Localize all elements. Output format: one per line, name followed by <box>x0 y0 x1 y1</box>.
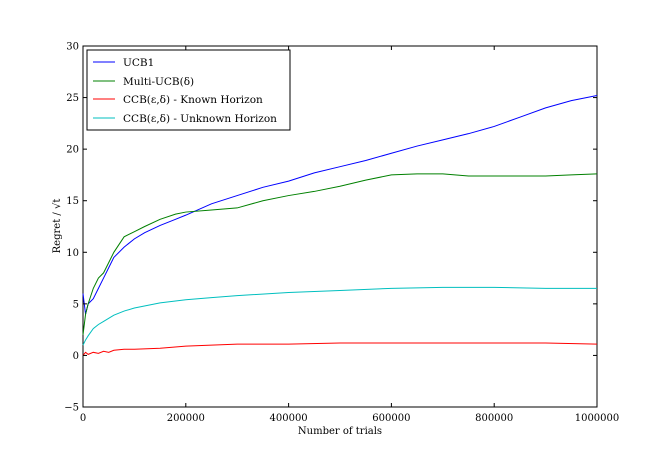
legend-box <box>86 49 291 131</box>
y-tick-label: 0 <box>73 351 79 362</box>
x-axis-title: Number of trials <box>298 426 382 437</box>
x-tick-label: 1000000 <box>575 413 620 424</box>
y-tick-label: 10 <box>66 248 79 259</box>
legend-label-multi-ucb: Multi-UCB(δ) <box>123 76 194 88</box>
x-tick-label: 200000 <box>167 413 205 424</box>
y-axis-title: Regret / √t <box>52 199 63 254</box>
y-tick-label: 25 <box>66 93 79 104</box>
series-line-3 <box>82 286 597 346</box>
series-line-1 <box>82 173 598 335</box>
x-tick-label: 600000 <box>372 413 410 424</box>
series-line-0 <box>82 95 598 315</box>
series-line-2 <box>82 342 598 356</box>
legend-label-ucb1: UCB1 <box>123 57 154 69</box>
y-tick-label: 30 <box>66 42 79 53</box>
legend: UCB1 Multi-UCB(δ) CCB(ε,δ) - Known Horiz… <box>86 49 291 131</box>
series-lines <box>82 95 598 356</box>
legend-label-ccb-known: CCB(ε,δ) - Known Horizon <box>123 94 263 106</box>
y-tick-label: −5 <box>64 403 79 414</box>
y-tick-label: 20 <box>66 145 79 156</box>
x-tick-label: 0 <box>80 413 86 424</box>
x-tick-label: 400000 <box>270 413 308 424</box>
y-tick-label: 5 <box>73 299 79 310</box>
y-tick-label: 15 <box>66 196 79 207</box>
legend-label-ccb-unknown: CCB(ε,δ) - Unknown Horizon <box>123 113 277 125</box>
axis-ticks: 0 200000 400000 600000 800000 1000000−5051015… <box>64 42 619 425</box>
x-tick-label: 800000 <box>475 413 513 424</box>
